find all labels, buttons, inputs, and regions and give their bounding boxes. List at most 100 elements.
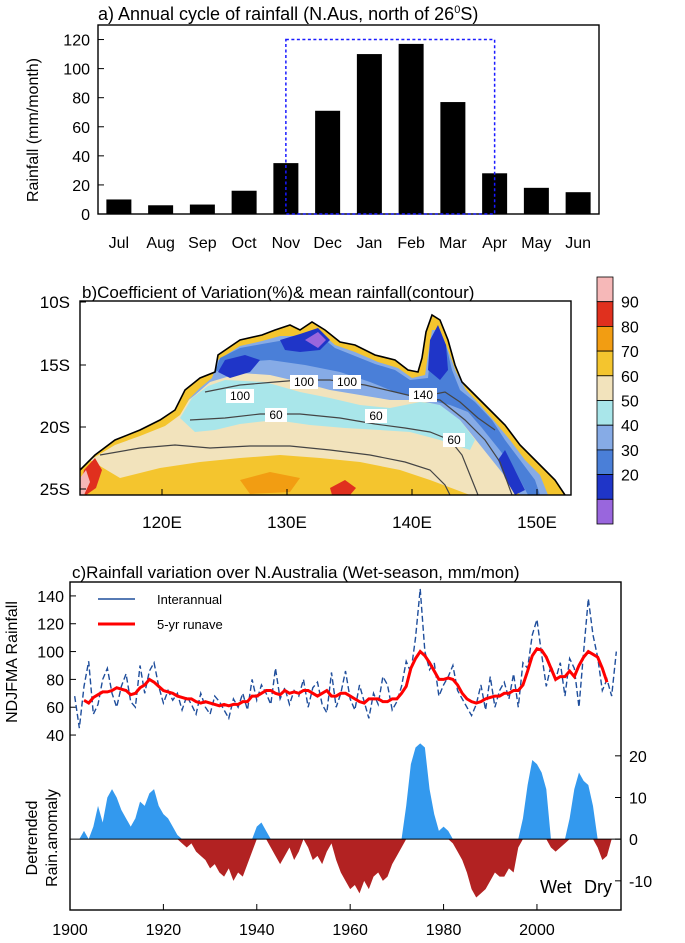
panel-c-top-y-axis: 40 60 80 100 120 140 (37, 589, 76, 745)
colorbar-swatch (596, 325, 614, 352)
panel-b: b)Coefficient of Variation(%)& mean rain… (40, 276, 639, 532)
anomaly-dry-area (74, 839, 617, 898)
colorbar-swatch (596, 400, 614, 426)
x-tick-label: Jan (356, 235, 382, 252)
colorbar-label: 80 (621, 319, 639, 336)
lon-label-150e: 150E (517, 513, 557, 532)
x-tick-label: Oct (232, 235, 257, 252)
contour-label-3: 140 (413, 388, 433, 402)
panel-c-legend: Interannual 5-yr runave (98, 592, 223, 632)
panel-c-title: c)Rainfall variation over N.Australia (W… (72, 563, 520, 582)
colorbar-swatch (596, 424, 614, 451)
x-tick-label: 1940 (239, 922, 275, 939)
lat-label-20s: 20S (40, 418, 70, 437)
x-tick-label: May (521, 235, 551, 252)
contour-label-6: 60 (447, 433, 461, 447)
runave-line (83, 647, 609, 708)
anomaly-wet-area (74, 743, 617, 840)
x-tick-label: Feb (397, 235, 425, 252)
panel-c: c)Rainfall variation over N.Australia (W… (4, 563, 652, 939)
land-spot-orange (240, 472, 300, 494)
y-tick-label: 0 (629, 832, 638, 849)
interannual-line (73, 588, 618, 729)
bar-oct (231, 190, 257, 214)
colorbar-label: 30 (621, 443, 639, 460)
panel-a-bars (106, 43, 591, 215)
wet-season-box (285, 38, 496, 215)
bar-dec (315, 110, 341, 214)
x-tick-label: Jun (565, 235, 591, 252)
colorbar-swatch (596, 301, 614, 327)
land-spot-darkblue-2 (218, 355, 260, 378)
contour-label-2: 100 (337, 375, 357, 389)
colorbar-swatch (596, 474, 614, 500)
x-tick-label: Nov (272, 235, 300, 252)
colorbar-swatch (596, 276, 614, 303)
contour-100 (204, 379, 513, 495)
y-tick-label: 80 (72, 91, 90, 108)
contour-label-5: 60 (369, 409, 383, 423)
lat-label-25s: 25S (40, 480, 70, 499)
lon-axis: 120E 130E 140E 150E (142, 489, 557, 532)
lon-label-140e: 140E (392, 513, 432, 532)
land-spot-darkblue-3 (428, 325, 448, 380)
y-tick-label: 60 (72, 120, 90, 137)
dry-label: Dry (584, 877, 612, 897)
panel-c-ylabel-bottom-2: Rain.anomaly (44, 789, 61, 887)
lon-label-120e: 120E (142, 513, 182, 532)
y-tick-label: 80 (46, 672, 64, 689)
lat-label-15s: 15S (40, 356, 70, 375)
bar-jun (565, 192, 591, 214)
x-tick-label: Mar (439, 235, 467, 252)
x-tick-label: 2000 (519, 922, 555, 939)
x-tick-label: 1900 (52, 922, 88, 939)
y-tick-label: 100 (63, 62, 90, 79)
wet-label: Wet (540, 877, 572, 897)
lat-label-10s: 10S (40, 293, 70, 312)
y-tick-label: 40 (46, 728, 64, 745)
bar-feb (398, 43, 424, 215)
lat-axis: 10S 15S 20S 25S (40, 293, 86, 499)
panel-a-ylabel: Rainfall (mm/month) (25, 58, 42, 202)
land-spot-purple (305, 332, 326, 348)
colorbar-swatch (596, 350, 614, 377)
colorbar-swatch (596, 375, 614, 401)
y-tick-label: 100 (37, 645, 64, 662)
contour-label-7: 100 (230, 389, 250, 403)
panel-a-plot-frame (97, 24, 600, 215)
contour-40 (99, 444, 451, 495)
colorbar-swatch (596, 449, 614, 475)
bar-mar (440, 102, 466, 214)
x-tick-label: 1960 (332, 922, 368, 939)
y-tick-label: 120 (63, 33, 90, 50)
panel-a-x-axis: Jul Aug Sep Oct Nov Dec Jan Feb Mar Apr May Jun (109, 208, 591, 252)
contour-140 (429, 391, 496, 431)
colorbar-label: 40 (621, 418, 639, 435)
y-tick-label: 20 (72, 178, 90, 195)
anomaly-area (74, 743, 617, 898)
colorbar-label: 70 (621, 344, 639, 361)
lon-label-130e: 130E (267, 513, 307, 532)
bar-jan (356, 54, 382, 215)
y-tick-label: -10 (629, 874, 652, 891)
x-tick-label: 1980 (426, 922, 462, 939)
legend-interannual-label: Interannual (157, 592, 222, 607)
x-tick-label: Apr (482, 235, 508, 252)
y-tick-label: 60 (46, 700, 64, 717)
panel-a-y-axis: 0 20 40 60 80 100 120 (63, 33, 104, 224)
panel-c-bottom-y-axis: -10 0 10 20 (615, 749, 652, 891)
contour-label-4: 60 (269, 408, 283, 422)
panel-c-ylabel-top: NDJFMA Rainfall (4, 601, 21, 723)
colorbar-label: 20 (621, 468, 639, 485)
legend-runave-label: 5-yr runave (157, 617, 223, 632)
colorbar-label: 50 (621, 394, 639, 411)
y-tick-label: 10 (629, 791, 647, 808)
land-band-30 (186, 330, 548, 495)
cv-map (80, 313, 566, 495)
y-tick-label: 0 (81, 207, 90, 224)
y-tick-label: 20 (629, 749, 647, 766)
panel-c-x-axis: 1900 1920 1940 1960 1980 2000 (52, 904, 555, 939)
coastline (80, 313, 566, 495)
panel-c-ylabel-bottom-1: Detrended (24, 801, 41, 876)
